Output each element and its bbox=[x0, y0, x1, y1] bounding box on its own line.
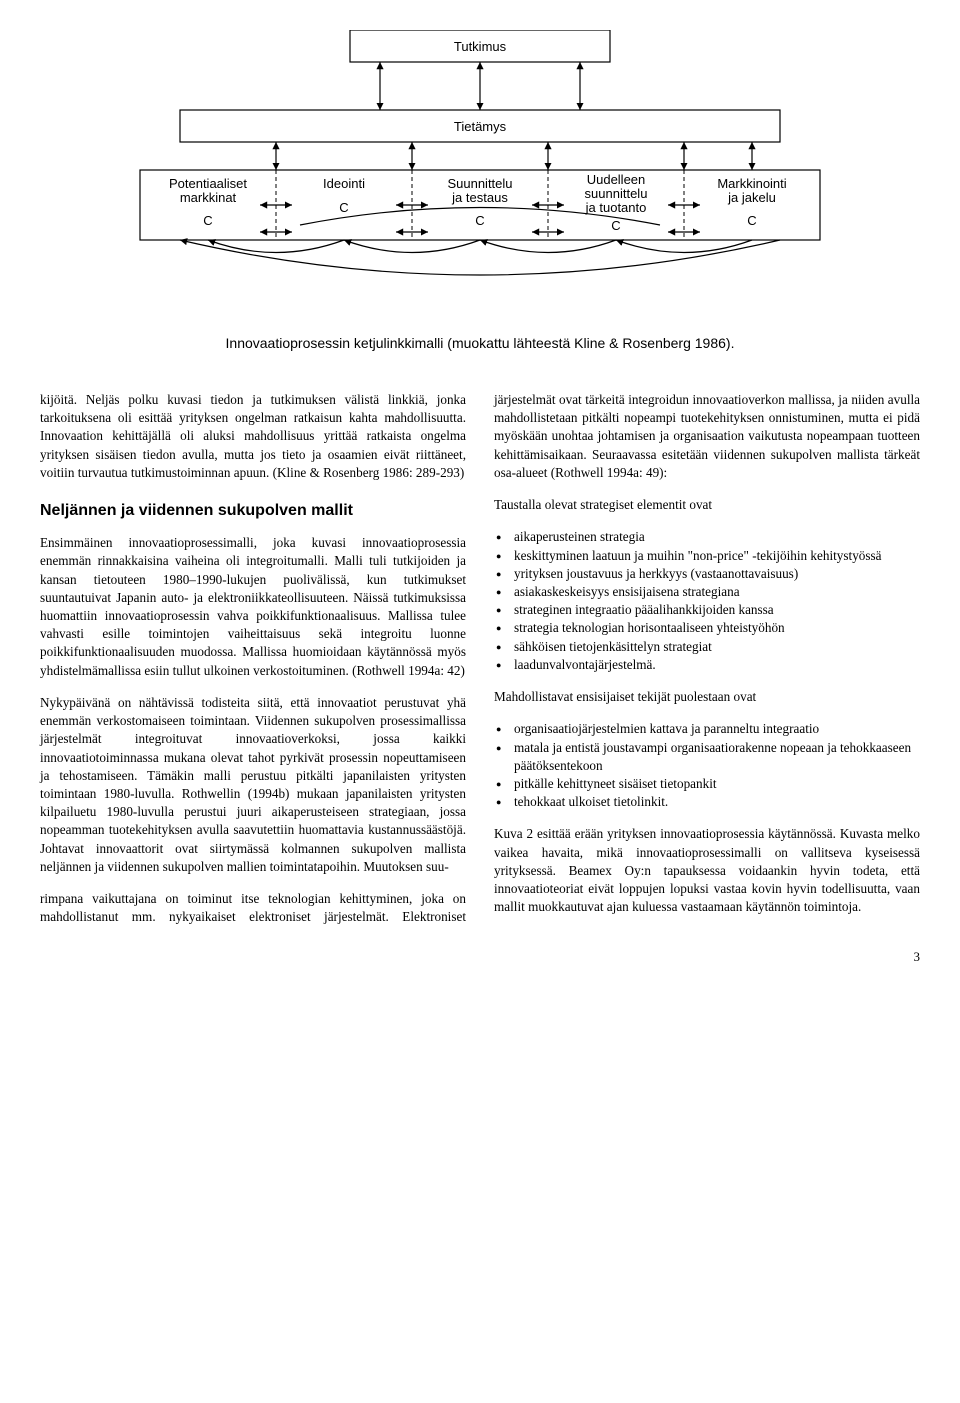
paragraph: Kuva 2 esittää erään yrityksen innovaati… bbox=[494, 825, 920, 916]
svg-text:markkinat: markkinat bbox=[180, 190, 237, 205]
list-item: asiakaskeskeisyys ensisijaisena strategi… bbox=[510, 583, 920, 601]
list-item: sähköisen tietojenkäsittelyn strategiat bbox=[510, 638, 920, 656]
chain-link-diagram: Tutkimus Tietämys Potentiaaliset markkin… bbox=[100, 30, 860, 310]
svg-text:C: C bbox=[475, 213, 484, 228]
svg-text:ja jakelu: ja jakelu bbox=[727, 190, 776, 205]
section-heading: Neljännen ja viidennen sukupolven mallit bbox=[40, 500, 466, 522]
body-text: kijöitä. Neljäs polku kuvasi tiedon ja t… bbox=[40, 391, 920, 929]
list-item: yrityksen joustavuus ja herkkyys (vastaa… bbox=[510, 565, 920, 583]
svg-text:Potentiaaliset: Potentiaaliset bbox=[169, 176, 247, 191]
svg-text:C: C bbox=[203, 213, 212, 228]
list-item: organisaatiojärjestelmien kattava ja par… bbox=[510, 720, 920, 738]
list-item: pitkälle kehittyneet sisäiset tietopanki… bbox=[510, 775, 920, 793]
svg-text:Uudelleen: Uudelleen bbox=[587, 172, 646, 187]
svg-text:C: C bbox=[339, 200, 348, 215]
list-item: laadunvalvontajärjestelmä. bbox=[510, 656, 920, 674]
svg-text:Markkinointi: Markkinointi bbox=[717, 176, 786, 191]
paragraph: Nykypäivänä on nähtävissä todisteita sii… bbox=[40, 694, 466, 876]
mid-box-label: Tietämys bbox=[454, 119, 507, 134]
svg-text:Suunnittelu: Suunnittelu bbox=[447, 176, 512, 191]
svg-text:suunnittelu: suunnittelu bbox=[585, 186, 648, 201]
paragraph: Ensimmäinen innovaatioprosessimalli, jok… bbox=[40, 534, 466, 680]
strategic-elements-list: aikaperusteinen strategia keskittyminen … bbox=[494, 528, 920, 674]
list-item: matala ja entistä joustavampi organisaat… bbox=[510, 739, 920, 775]
figure-caption: Innovaatioprosessin ketjulinkkimalli (mu… bbox=[40, 335, 920, 351]
top-box-label: Tutkimus bbox=[454, 39, 507, 54]
svg-text:C: C bbox=[611, 218, 620, 233]
svg-text:Ideointi: Ideointi bbox=[323, 176, 365, 191]
page-number: 3 bbox=[40, 949, 920, 965]
svg-text:C: C bbox=[747, 213, 756, 228]
list-intro: Mahdollistavat ensisijaiset tekijät puol… bbox=[494, 688, 920, 706]
diagram-svg: Tutkimus Tietämys Potentiaaliset markkin… bbox=[100, 30, 860, 310]
paragraph: kijöitä. Neljäs polku kuvasi tiedon ja t… bbox=[40, 391, 466, 482]
enabling-factors-list: organisaatiojärjestelmien kattava ja par… bbox=[494, 720, 920, 811]
list-item: keskittyminen laatuun ja muihin "non-pri… bbox=[510, 547, 920, 565]
list-item: strateginen integraatio pääalihankkijoid… bbox=[510, 601, 920, 619]
list-intro: Taustalla olevat strategiset elementit o… bbox=[494, 496, 920, 514]
svg-text:ja tuotanto: ja tuotanto bbox=[585, 200, 647, 215]
list-item: aikaperusteinen strategia bbox=[510, 528, 920, 546]
svg-text:ja testaus: ja testaus bbox=[451, 190, 508, 205]
list-item: strategia teknologian horisontaaliseen y… bbox=[510, 619, 920, 637]
list-item: tehokkaat ulkoiset tietolinkit. bbox=[510, 793, 920, 811]
